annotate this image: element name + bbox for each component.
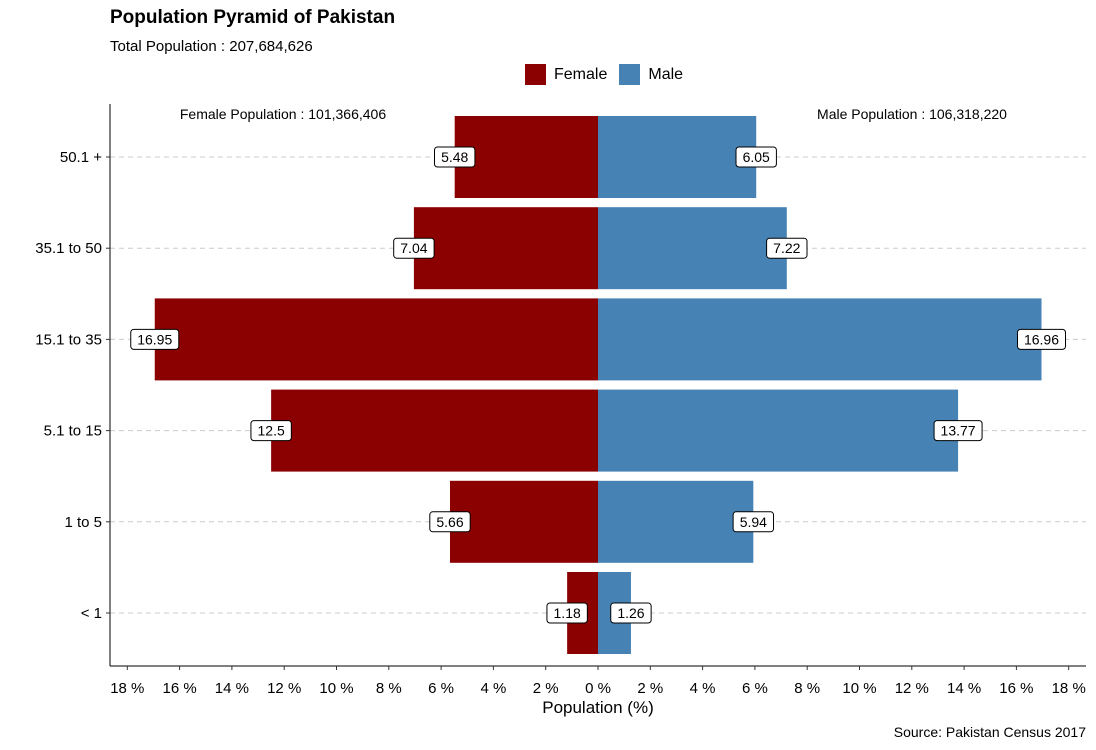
x-tick-label: 0 % [585,680,611,697]
x-tick-label: 12 % [267,680,301,697]
y-tick-label: 15.1 to 35 [35,331,102,348]
value-label-box [1017,328,1067,350]
legend-label-female: Female [554,65,608,83]
value-label-male: 13.77 [941,423,976,439]
value-label-male: 16.96 [1024,331,1059,347]
value-label-box [393,237,435,259]
bar-female [454,116,598,198]
value-label-box [766,237,808,259]
value-label-female: 1.18 [554,605,581,621]
bar-male [598,480,754,563]
value-label-box [610,602,652,624]
value-label-female: 7.04 [400,240,427,256]
chart-title: Population Pyramid of Pakistan [110,7,396,28]
bar-male [598,116,757,198]
legend-swatch-male [619,64,641,85]
y-tick-label: 5.1 to 15 [44,423,102,440]
value-label-box [433,146,476,168]
legend-label-male: Male [648,65,684,83]
x-tick-label: 4 % [690,680,716,697]
value-label-box [130,328,180,350]
female-population-annotation: Female Population : 101,366,406 [180,106,386,122]
value-label-box [933,420,983,442]
x-tick-label: 14 % [947,680,981,697]
value-label-male: 7.22 [773,240,800,256]
bar-female [154,298,598,381]
bar-female [413,207,598,290]
bar-female [449,480,598,563]
x-tick-label: 4 % [480,680,506,697]
legend-item-female: Female [525,64,607,85]
x-axis-title: Population (%) [542,698,654,717]
x-tick-label: 6 % [428,680,454,697]
source-caption: Source: Pakistan Census 2017 [893,724,1086,740]
y-tick-label: < 1 [81,605,102,622]
chart-subtitle: Total Population : 207,684,626 [110,38,313,55]
x-tick-label: 8 % [794,680,820,697]
x-tick-label: 16 % [999,680,1033,697]
x-tick-label: 18 % [1052,680,1086,697]
x-tick-label: 12 % [895,680,929,697]
value-label-female: 12.5 [258,423,285,439]
x-tick-label: 8 % [376,680,402,697]
value-label-box [546,602,588,624]
value-label-female: 5.48 [441,149,468,165]
value-label-box [732,511,775,533]
x-tick-label: 2 % [533,680,559,697]
x-tick-label: 16 % [162,680,196,697]
y-tick-label: 50.1 + [60,149,102,166]
value-label-male: 5.94 [740,514,767,530]
bar-female [271,389,598,472]
x-tick-label: 10 % [842,680,876,697]
bar-male [598,298,1042,381]
value-label-box [429,511,471,533]
x-tick-label: 14 % [215,680,249,697]
y-tick-label: 35.1 to 50 [35,240,102,257]
x-tick-label: 18 % [110,680,144,697]
bar-male [598,389,959,472]
y-tick-label: 1 to 5 [64,514,102,531]
value-label-box [735,146,777,168]
legend-swatch-female [525,64,546,85]
value-label-female: 5.66 [436,514,463,530]
x-tick-label: 6 % [742,680,768,697]
value-label-box [250,420,292,442]
legend: Female Male [525,64,695,85]
value-label-male: 1.26 [617,605,644,621]
value-label-male: 6.05 [743,149,770,165]
bar-male [598,207,787,290]
legend-item-male: Male [619,64,683,85]
x-tick-label: 10 % [319,680,353,697]
male-population-annotation: Male Population : 106,318,220 [817,106,1007,122]
value-label-female: 16.95 [137,331,172,347]
x-tick-label: 2 % [637,680,663,697]
